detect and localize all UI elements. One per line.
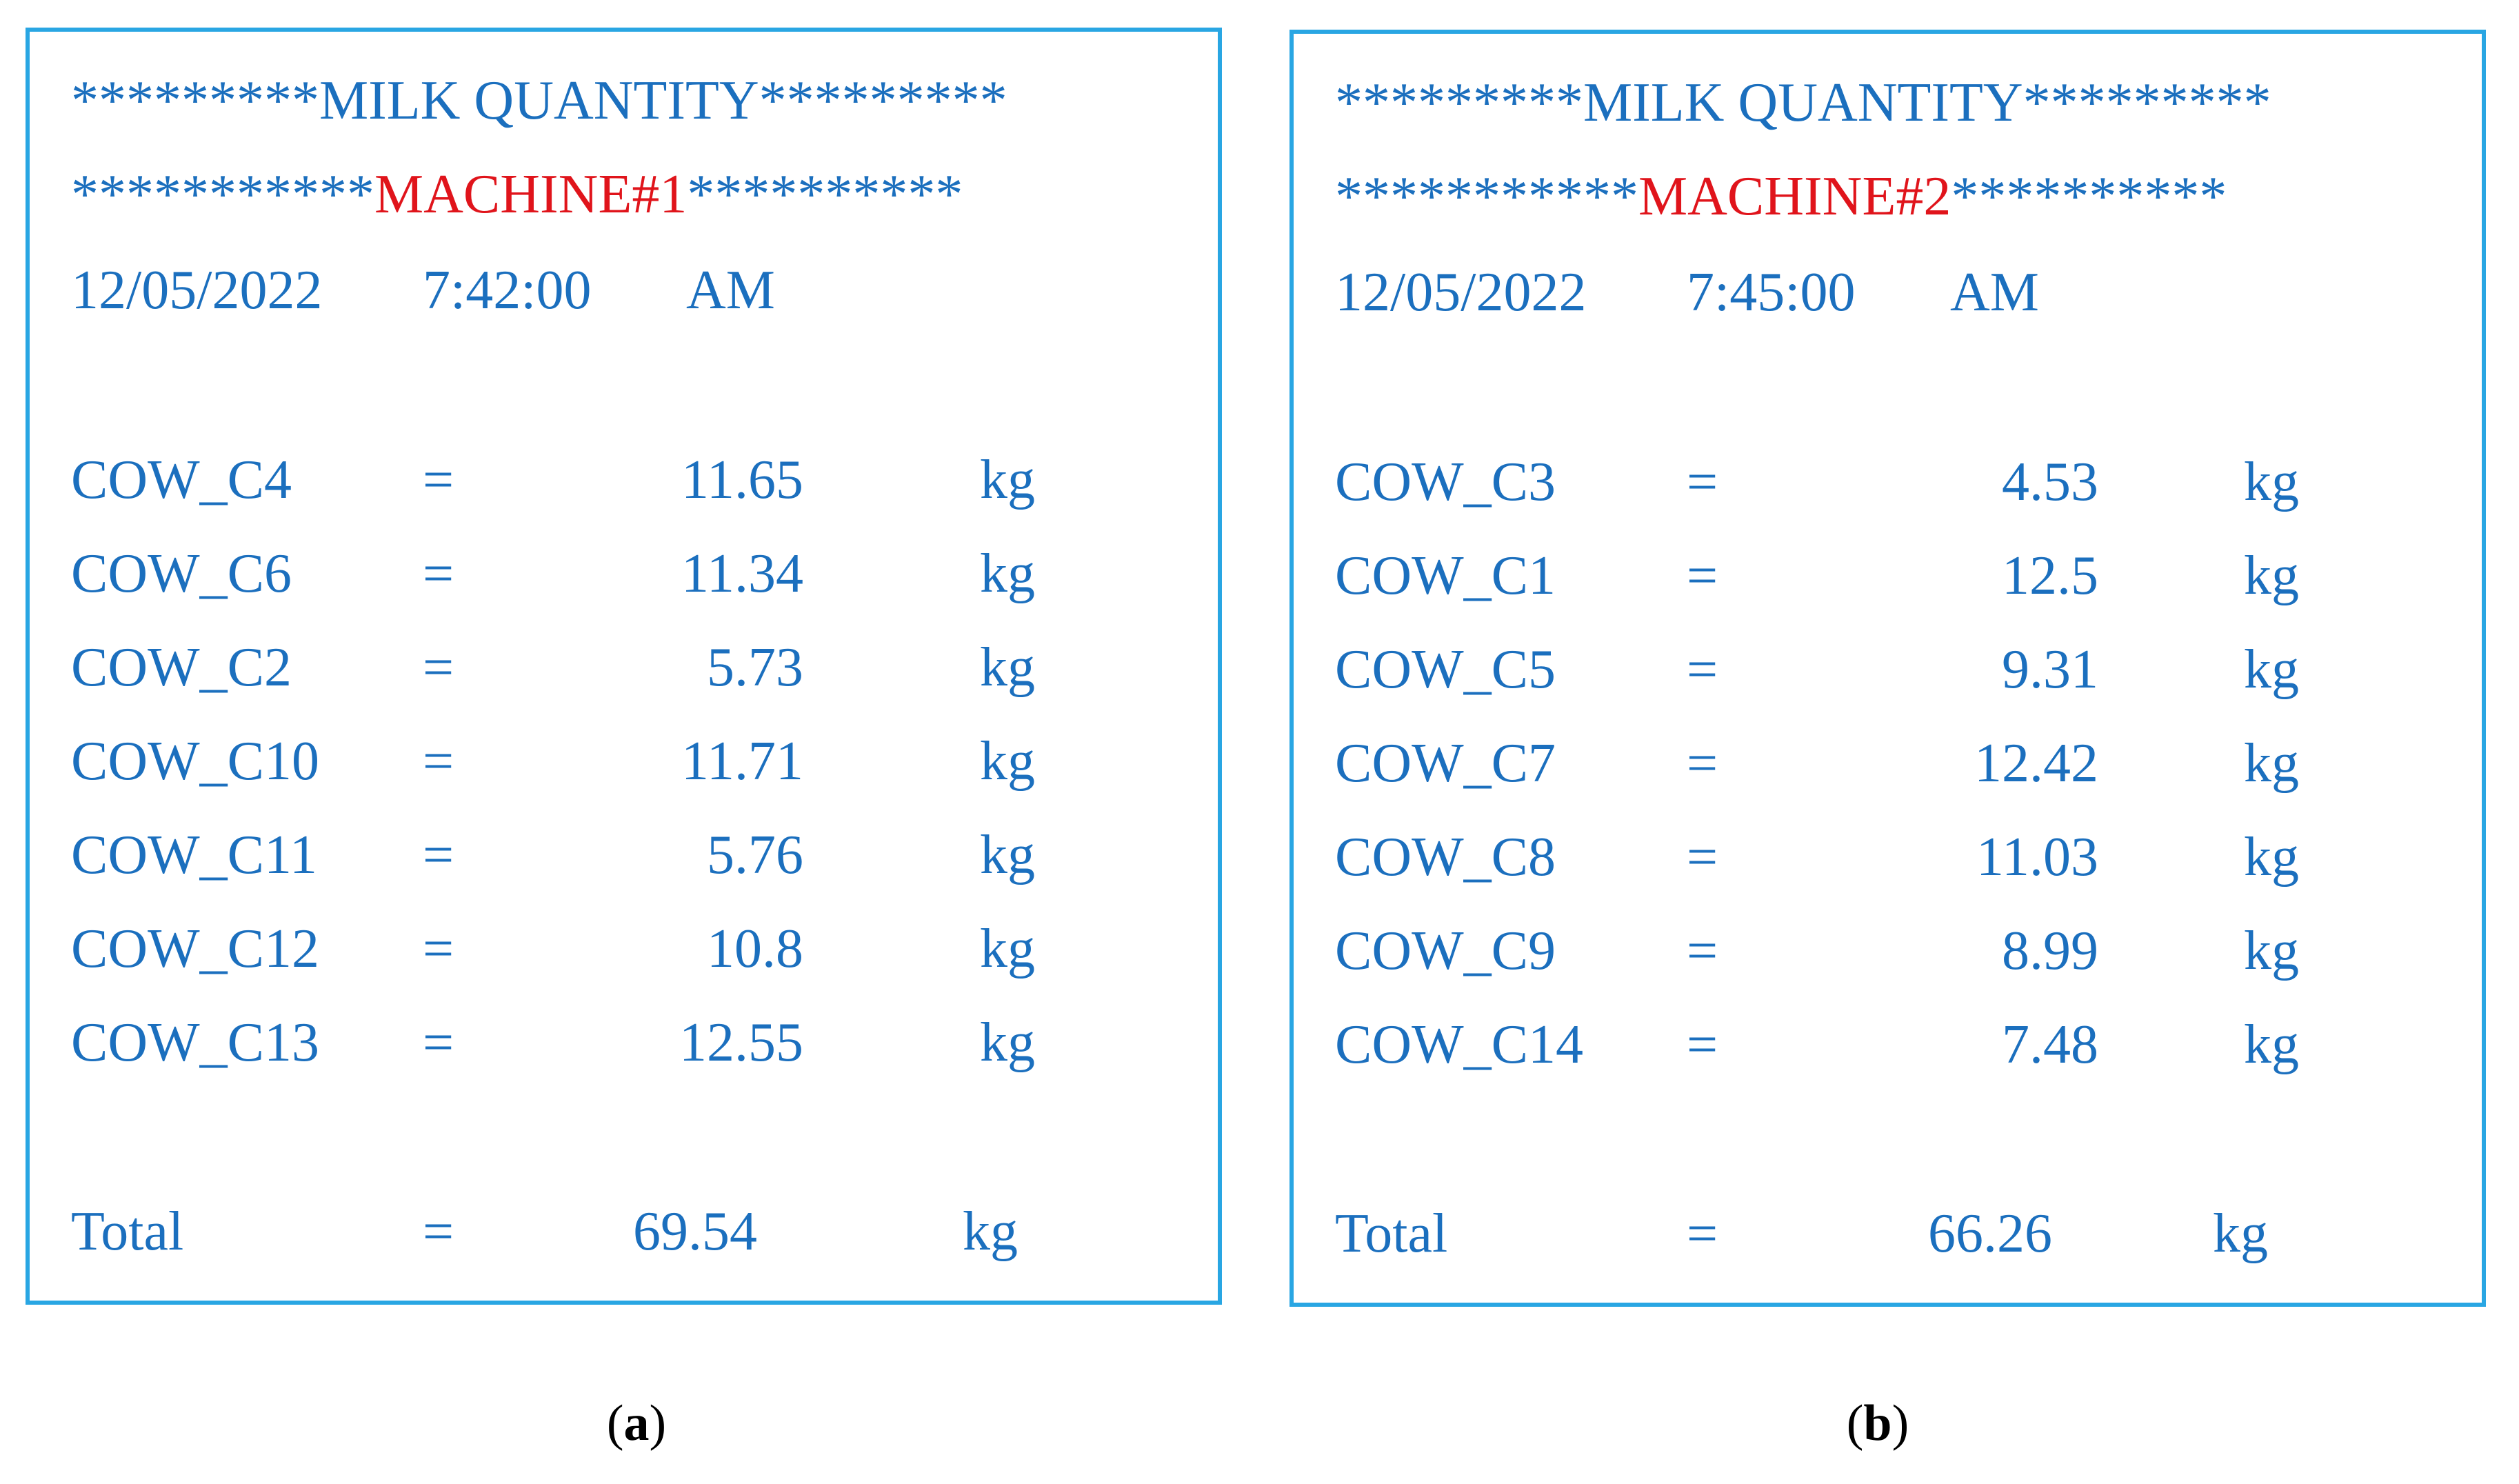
header-title: MILK QUANTITY: [1583, 72, 2023, 133]
total-unit: kg: [963, 1201, 1018, 1262]
total-value: 69.54: [633, 1201, 757, 1262]
milk-value: 12.5: [2002, 545, 2098, 606]
milk-value: 11.34: [681, 543, 803, 604]
machine-stars-right: **********: [1951, 166, 2227, 227]
cow-id: COW_C6: [71, 543, 292, 604]
milk-value: 11.71: [681, 731, 803, 792]
milk-value: 4.53: [2002, 452, 2098, 512]
total-label: Total: [1335, 1203, 1448, 1264]
cow-id: COW_C7: [1335, 733, 1556, 794]
milk-value: 11.65: [681, 450, 803, 510]
cow-id: COW_C2: [71, 637, 292, 698]
equals-sign: =: [1687, 921, 1718, 981]
machine-stars-left: ***********: [1335, 166, 1638, 227]
machine-label: MACHINE#2: [1638, 166, 1951, 227]
machine-line: ***********MACHINE#2**********: [1335, 169, 2227, 224]
milk-value: 11.03: [1976, 827, 2098, 888]
milk-value: 7.48: [2002, 1014, 2098, 1075]
header-title-line: *********MILK QUANTITY*********: [1335, 75, 2271, 130]
cow-id: COW_C14: [1335, 1014, 1583, 1075]
unit: kg: [980, 637, 1035, 698]
time: 7:45:00: [1687, 262, 1856, 323]
equals-sign: =: [1687, 545, 1718, 606]
equals-sign: =: [423, 919, 454, 979]
unit: kg: [980, 1012, 1035, 1073]
cow-id: COW_C1: [1335, 545, 1556, 606]
milk-value: 10.8: [707, 919, 803, 979]
unit: kg: [980, 825, 1035, 885]
unit: kg: [2244, 1014, 2299, 1075]
caption-b: (b): [1846, 1395, 1909, 1452]
total-value: 66.26: [1928, 1203, 2052, 1264]
caption-a: (a): [606, 1395, 667, 1452]
milk-value: 12.55: [679, 1012, 803, 1073]
unit: kg: [2244, 733, 2299, 794]
cow-id: COW_C4: [71, 450, 292, 510]
unit: kg: [980, 543, 1035, 604]
equals-sign: =: [1687, 639, 1718, 700]
milk-value: 12.42: [1974, 733, 2098, 794]
unit: kg: [2244, 827, 2299, 888]
total-equals: =: [423, 1201, 454, 1262]
machine-label: MACHINE#1: [374, 164, 688, 225]
header-title: MILK QUANTITY: [319, 70, 759, 131]
cow-id: COW_C13: [71, 1012, 319, 1073]
header-stars-left: *********: [71, 70, 319, 131]
cow-id: COW_C3: [1335, 452, 1556, 512]
unit: kg: [980, 731, 1035, 792]
machine-line: ***********MACHINE#1**********: [71, 167, 963, 222]
equals-sign: =: [423, 825, 454, 885]
equals-sign: =: [423, 543, 454, 604]
ampm: AM: [1950, 262, 2039, 323]
milk-value: 5.73: [707, 637, 803, 698]
header-title-line: *********MILK QUANTITY*********: [71, 73, 1007, 128]
cow-id: COW_C5: [1335, 639, 1556, 700]
milk-value: 9.31: [2002, 639, 2098, 700]
unit: kg: [2244, 545, 2299, 606]
total-unit: kg: [2213, 1203, 2268, 1264]
cow-id: COW_C12: [71, 919, 319, 979]
equals-sign: =: [423, 1012, 454, 1073]
milk-value: 8.99: [2002, 921, 2098, 981]
equals-sign: =: [1687, 733, 1718, 794]
equals-sign: =: [423, 731, 454, 792]
equals-sign: =: [423, 637, 454, 698]
machine-stars-right: **********: [687, 164, 963, 225]
time: 7:42:00: [423, 260, 592, 321]
milk-value: 5.76: [707, 825, 803, 885]
caption-b-letter: b: [1863, 1395, 1892, 1452]
equals-sign: =: [1687, 827, 1718, 888]
ampm: AM: [686, 260, 775, 321]
unit: kg: [2244, 452, 2299, 512]
date: 12/05/2022: [71, 260, 323, 321]
equals-sign: =: [1687, 1014, 1718, 1075]
total-equals: =: [1687, 1203, 1718, 1264]
equals-sign: =: [1687, 452, 1718, 512]
header-stars-left: *********: [1335, 72, 1583, 133]
equals-sign: =: [423, 450, 454, 510]
receipt-panel-machine-2: *********MILK QUANTITY********* ********…: [1289, 30, 2486, 1307]
caption-a-letter: a: [623, 1395, 650, 1452]
date: 12/05/2022: [1335, 262, 1587, 323]
cow-id: COW_C9: [1335, 921, 1556, 981]
receipt-panel-machine-1: *********MILK QUANTITY********* ********…: [26, 28, 1222, 1305]
cow-id: COW_C8: [1335, 827, 1556, 888]
cow-id: COW_C10: [71, 731, 319, 792]
header-stars-right: *********: [2023, 72, 2271, 133]
cow-id: COW_C11: [71, 825, 318, 885]
unit: kg: [980, 450, 1035, 510]
header-stars-right: *********: [759, 70, 1007, 131]
machine-stars-left: ***********: [71, 164, 374, 225]
unit: kg: [2244, 639, 2299, 700]
total-label: Total: [71, 1201, 184, 1262]
unit: kg: [2244, 921, 2299, 981]
unit: kg: [980, 919, 1035, 979]
